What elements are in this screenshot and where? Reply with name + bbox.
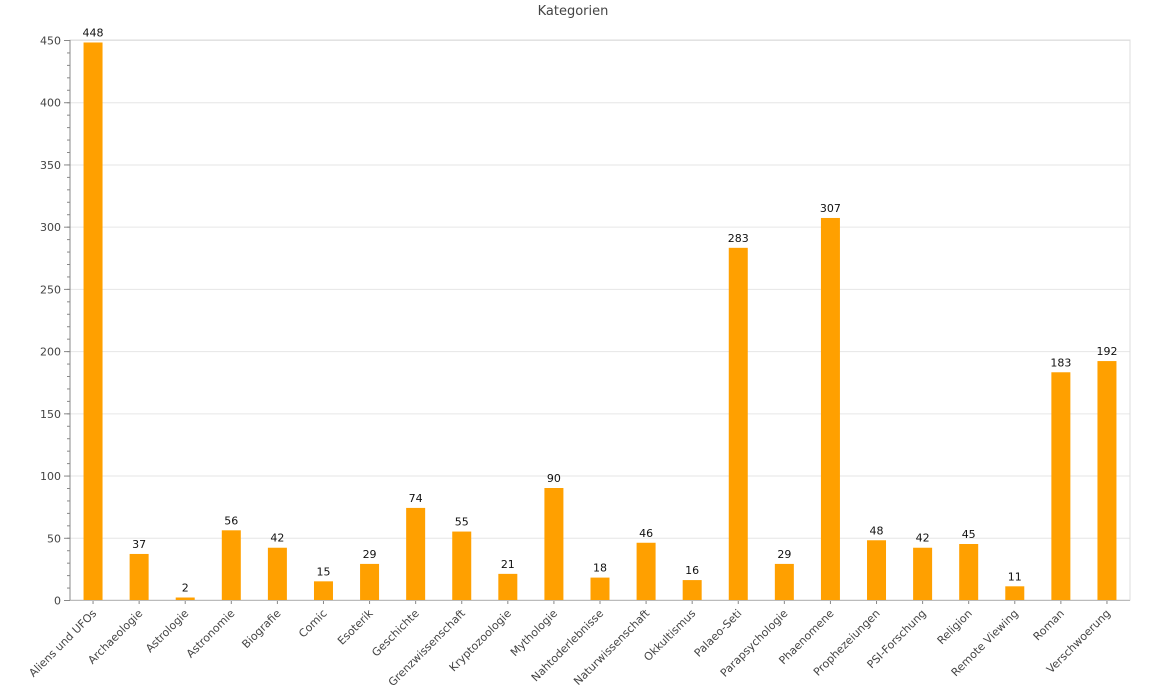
data-label: 21 xyxy=(501,558,515,571)
y-tick-label: 0 xyxy=(54,595,61,608)
bar xyxy=(590,577,610,600)
bar xyxy=(820,217,840,600)
data-label: 46 xyxy=(639,527,653,540)
y-tick-label: 100 xyxy=(40,470,61,483)
bar xyxy=(1005,586,1025,600)
y-tick-label: 200 xyxy=(40,346,61,359)
bar xyxy=(913,547,933,600)
data-label: 55 xyxy=(455,516,469,529)
data-labels: 448 37 2 56 42 15 29 74 55 21 90 18 46 16 283 29 307 48 42… xyxy=(83,26,1118,594)
y-tick-label: 50 xyxy=(47,532,61,545)
data-label: 307 xyxy=(820,202,841,215)
y-tick-label: 350 xyxy=(40,159,61,172)
x-tick-label: Aliens und UFOs xyxy=(26,607,99,680)
bar xyxy=(728,247,748,601)
data-label: 15 xyxy=(316,565,330,578)
data-label: 16 xyxy=(685,564,699,577)
bar xyxy=(867,540,887,600)
bar xyxy=(175,597,195,600)
bar xyxy=(636,542,656,600)
bar xyxy=(498,573,518,600)
data-label: 37 xyxy=(132,538,146,551)
y-tick-label: 300 xyxy=(40,221,61,234)
y-axis: 0 50 100 150 200 250 300 350 400 450 xyxy=(40,35,71,608)
data-label: 192 xyxy=(1096,345,1117,358)
x-tick-label: Biografie xyxy=(239,607,283,651)
grid xyxy=(70,40,1130,539)
data-label: 29 xyxy=(777,548,791,561)
x-axis: Aliens und UFOsArchaeologieAstrologieAst… xyxy=(26,600,1130,689)
data-label: 18 xyxy=(593,562,607,575)
data-label: 74 xyxy=(409,492,423,505)
bar xyxy=(406,507,426,600)
bar xyxy=(1097,361,1117,600)
data-label: 29 xyxy=(363,548,377,561)
bar xyxy=(774,563,794,600)
data-label: 45 xyxy=(962,528,976,541)
data-label: 2 xyxy=(182,582,189,595)
bar xyxy=(267,547,287,600)
data-label: 48 xyxy=(870,524,884,537)
y-tick-label: 150 xyxy=(40,408,61,421)
x-tick-label: Grenzwissenschaft xyxy=(386,606,469,689)
data-label: 448 xyxy=(83,26,104,39)
bar xyxy=(129,553,149,600)
data-label: 56 xyxy=(224,514,238,527)
x-tick-label: Religion xyxy=(935,607,975,647)
x-tick-label: Naturwissenschaft xyxy=(571,606,652,687)
data-label: 42 xyxy=(916,532,930,545)
y-tick-label: 250 xyxy=(40,283,61,296)
data-label: 42 xyxy=(270,532,284,545)
bar xyxy=(544,488,564,600)
bar xyxy=(682,580,702,600)
data-label: 283 xyxy=(728,232,749,245)
data-label: 11 xyxy=(1008,570,1022,583)
bar xyxy=(221,530,241,600)
bar xyxy=(452,531,472,600)
y-tick-label: 400 xyxy=(40,97,61,110)
data-label: 183 xyxy=(1050,356,1071,369)
x-tick-label: Roman xyxy=(1031,607,1067,643)
bar xyxy=(313,581,333,600)
bar xyxy=(1051,372,1071,600)
bar xyxy=(83,42,103,600)
x-tick-label: Comic xyxy=(296,607,329,640)
bar xyxy=(360,563,380,600)
bar xyxy=(959,544,979,600)
y-tick-label: 450 xyxy=(40,35,61,48)
data-label: 90 xyxy=(547,472,561,485)
x-tick-label: Astrologie xyxy=(143,607,191,655)
bars xyxy=(83,42,1117,601)
x-tick-label: Astronomie xyxy=(184,607,238,661)
x-tick-label: Esoterik xyxy=(335,606,376,647)
chart-title: Kategorien xyxy=(538,4,609,19)
